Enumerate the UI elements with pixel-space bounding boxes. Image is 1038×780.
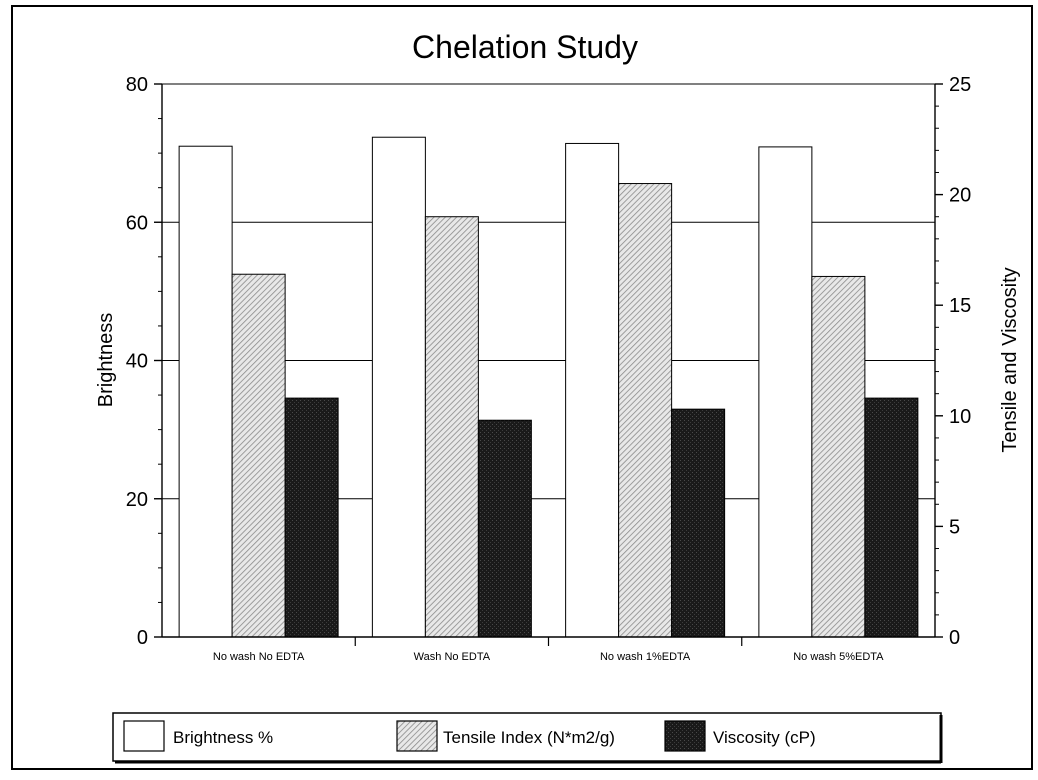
bars (178, 136, 919, 638)
legend-label-viscosity: Viscosity (cP) (713, 728, 816, 747)
y-left-tick-label: 80 (126, 74, 148, 96)
bar-viscosity (671, 408, 726, 638)
bar-viscosity (477, 419, 532, 638)
chart-title: Chelation Study (412, 29, 638, 65)
y-right-axis-label: Tensile and Viscosity (999, 267, 1021, 452)
y-right-tick-label: 25 (949, 74, 971, 96)
y-left-tick-label: 20 (126, 489, 148, 511)
legend-label-tensile: Tensile Index (N*m2/g) (443, 728, 615, 747)
y-left-axis-label: Brightness (95, 313, 117, 408)
x-tick-label: Wash No EDTA (414, 651, 491, 663)
legend-label-brightness: Brightness % (173, 728, 273, 747)
y-left-tick-label: 0 (137, 627, 148, 649)
y-right-tick-label: 15 (949, 295, 971, 317)
y-right-tick-label: 5 (949, 516, 960, 538)
axes: 0 20 40 60 80 0 5 10 15 20 25 (126, 74, 972, 649)
legend-swatch-tensile (396, 720, 438, 752)
y-right-tick-label: 0 (949, 627, 960, 649)
x-tick-label: No wash No EDTA (213, 651, 305, 663)
bar-tensile (231, 273, 286, 638)
bar-brightness (565, 142, 620, 638)
x-tick-label: No wash 5%EDTA (793, 651, 884, 663)
x-tick-labels: No wash No EDTA Wash No EDTA No wash 1%EDT… (213, 651, 884, 663)
y-right-tick-label: 20 (949, 185, 971, 207)
bar-tensile (424, 216, 479, 638)
legend: Brightness % Tensile Index (N*m2/g) Visc… (112, 712, 943, 764)
bar-viscosity (864, 397, 919, 638)
legend-swatch-viscosity (664, 720, 706, 752)
y-right-tick-label: 10 (949, 406, 971, 428)
bar-viscosity (284, 397, 339, 638)
bar-tensile (618, 183, 673, 638)
bar-brightness (371, 136, 426, 638)
y-left-tick-label: 40 (126, 351, 148, 373)
y-left-tick-label: 60 (126, 212, 148, 234)
bar-tensile (811, 275, 866, 638)
legend-swatch-brightness (123, 720, 165, 752)
bar-brightness (758, 146, 813, 638)
x-tick-label: No wash 1%EDTA (600, 651, 691, 663)
bar-brightness (178, 145, 233, 638)
